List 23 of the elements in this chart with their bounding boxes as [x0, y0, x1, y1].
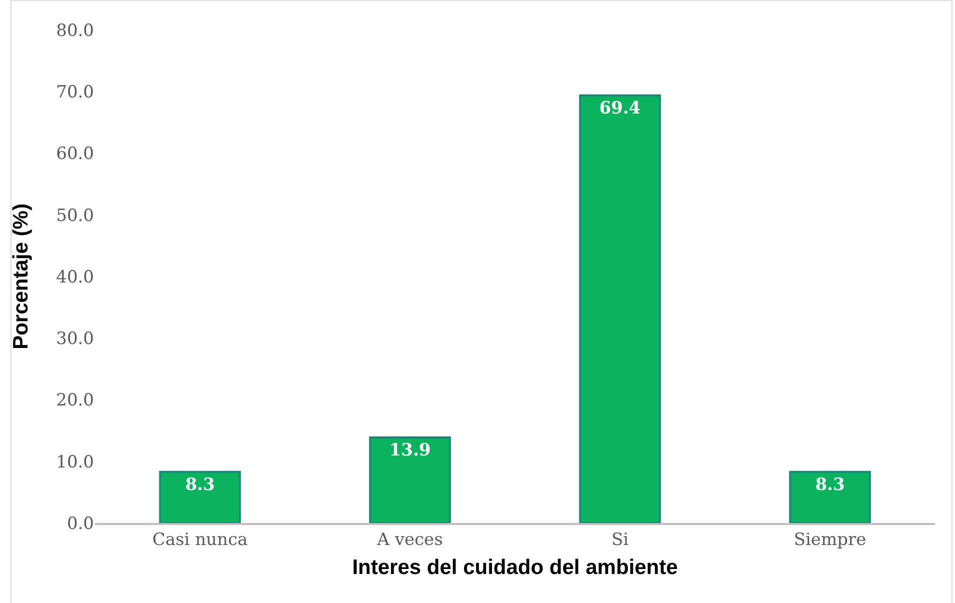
y-tick-label: 80.0	[56, 20, 94, 41]
x-tick-label: Siempre	[794, 530, 866, 550]
x-tick-label: Casi nunca	[152, 530, 248, 550]
bar	[579, 94, 661, 523]
bar	[159, 470, 241, 523]
x-axis-title: Interes del cuidado del ambiente	[352, 556, 678, 579]
x-tick-label: Si	[611, 530, 630, 550]
data-label: 8.3	[185, 474, 215, 495]
y-axis-title: Porcentaje (%)	[9, 204, 32, 350]
data-label: 8.3	[815, 474, 845, 495]
x-tick-label: A veces	[376, 530, 443, 550]
bar	[369, 436, 451, 523]
y-tick-label: 0.0	[66, 514, 94, 534]
y-tick-label: 20.0	[56, 390, 94, 411]
y-tick-label: 50.0	[56, 206, 94, 226]
y-tick-label: 60.0	[56, 144, 94, 164]
y-tick-label: 30.0	[56, 329, 94, 350]
data-label: 13.9	[389, 440, 431, 460]
bar	[789, 470, 871, 523]
y-tick-label: 10.0	[56, 452, 94, 472]
y-tick-label: 40.0	[56, 267, 94, 288]
data-label: 69.4	[599, 98, 641, 118]
y-tick-label: 70.0	[56, 82, 94, 103]
